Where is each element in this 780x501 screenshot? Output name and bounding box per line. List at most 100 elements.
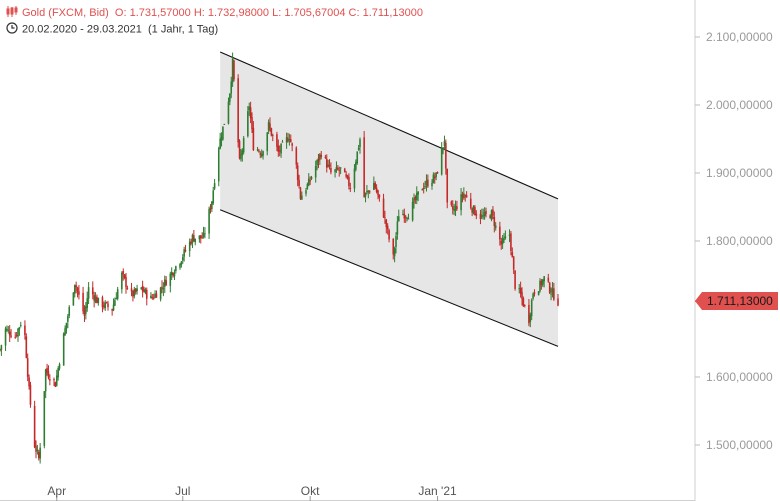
- candle-body: [280, 143, 282, 154]
- candle-body: [248, 106, 251, 111]
- candle-body: [289, 139, 292, 142]
- candle-body: [277, 145, 280, 152]
- candle-body: [112, 304, 115, 311]
- candle-body: [385, 219, 388, 228]
- candle-body: [132, 291, 134, 297]
- chart-header-quote: Gold (FXCM, Bid) O: 1.731,57000 H: 1.732…: [6, 6, 423, 20]
- candle-body: [116, 289, 119, 299]
- candle-body: [375, 187, 378, 193]
- candle-body: [181, 257, 184, 261]
- candle-body: [155, 293, 158, 298]
- candle-body: [349, 188, 352, 190]
- candle-body: [188, 241, 191, 251]
- candle-body: [508, 234, 511, 236]
- candle-body: [6, 328, 8, 331]
- candle-body: [54, 382, 57, 387]
- candle-body: [422, 187, 425, 189]
- candle-body: [518, 288, 521, 290]
- candle-body: [402, 214, 404, 216]
- candle-body: [543, 276, 545, 282]
- candle-body: [104, 302, 107, 309]
- trend-channel-fill: [220, 51, 558, 347]
- candle-body: [251, 117, 253, 130]
- candle-body: [276, 134, 278, 147]
- clock-icon[interactable]: [6, 22, 18, 37]
- candle-body: [453, 209, 455, 211]
- candle-body: [4, 328, 7, 346]
- candle-body: [413, 198, 415, 203]
- x-tick-label: Jan '21: [418, 484, 457, 498]
- candle-body: [489, 215, 491, 219]
- candle-body: [151, 297, 154, 299]
- candle-body: [217, 148, 220, 182]
- candle-body: [15, 334, 18, 336]
- candle-body: [357, 147, 360, 150]
- last-price-badge: 1.711,13000: [695, 292, 778, 311]
- candle-body: [417, 191, 419, 195]
- candle-body: [143, 289, 145, 292]
- candle-body: [330, 167, 332, 173]
- candle-body: [91, 287, 94, 295]
- instrument-name: Gold (FXCM, Bid): [22, 6, 109, 19]
- candle-body: [133, 289, 136, 297]
- candle-body: [307, 178, 310, 186]
- candle-body: [411, 201, 414, 221]
- date-range: 20.02.2020 - 29.03.2021: [22, 23, 142, 36]
- candle-body: [8, 331, 11, 336]
- candle-body: [154, 293, 156, 298]
- candle-body: [29, 384, 32, 405]
- candle-body: [179, 264, 181, 268]
- candle-body: [503, 238, 505, 241]
- candle-body: [209, 207, 212, 210]
- candle-body: [386, 225, 389, 230]
- candle-body: [425, 180, 428, 186]
- candle-body: [191, 234, 194, 244]
- candle-body: [162, 287, 165, 290]
- candlestick-icon[interactable]: [6, 6, 18, 20]
- candle-body: [547, 277, 550, 282]
- candle-body: [500, 240, 503, 245]
- candle-body: [469, 198, 472, 208]
- candle-body: [287, 138, 289, 142]
- candle-body: [521, 292, 523, 299]
- candle-body: [201, 237, 203, 239]
- candle-body: [501, 238, 504, 245]
- candle-body: [451, 206, 454, 210]
- candle-body: [252, 127, 255, 151]
- candle-body: [393, 248, 396, 257]
- candle-body: [460, 194, 462, 211]
- candle-body: [173, 272, 176, 277]
- candle-body: [522, 298, 525, 307]
- candle-body: [269, 123, 271, 129]
- candle-body: [237, 78, 239, 143]
- candle-body: [406, 217, 408, 219]
- candle-body: [10, 335, 12, 337]
- candle-body: [415, 192, 418, 201]
- candle-body: [343, 168, 346, 173]
- candle-body: [553, 288, 555, 300]
- candle-body: [163, 279, 166, 287]
- candle-body: [512, 256, 515, 270]
- candle-body: [539, 280, 541, 292]
- candle-body: [281, 141, 284, 143]
- candle-body: [105, 302, 108, 304]
- candle-body: [529, 314, 532, 322]
- candle-body: [73, 284, 76, 294]
- candle-body: [204, 233, 206, 235]
- candle-body: [540, 280, 543, 286]
- candle-body: [301, 195, 303, 200]
- candle-body: [58, 364, 61, 369]
- candle-body: [169, 273, 172, 286]
- candle-body: [337, 168, 339, 170]
- candle-body: [17, 328, 19, 337]
- candle-body: [285, 137, 288, 143]
- candle-body: [442, 147, 444, 150]
- candle-body: [202, 233, 205, 238]
- candle-body: [499, 226, 501, 240]
- candle-body: [504, 236, 507, 239]
- candle-body: [431, 182, 433, 187]
- candle-body: [75, 285, 77, 288]
- candle-body: [436, 172, 439, 174]
- x-tick-label: Apr: [47, 484, 67, 498]
